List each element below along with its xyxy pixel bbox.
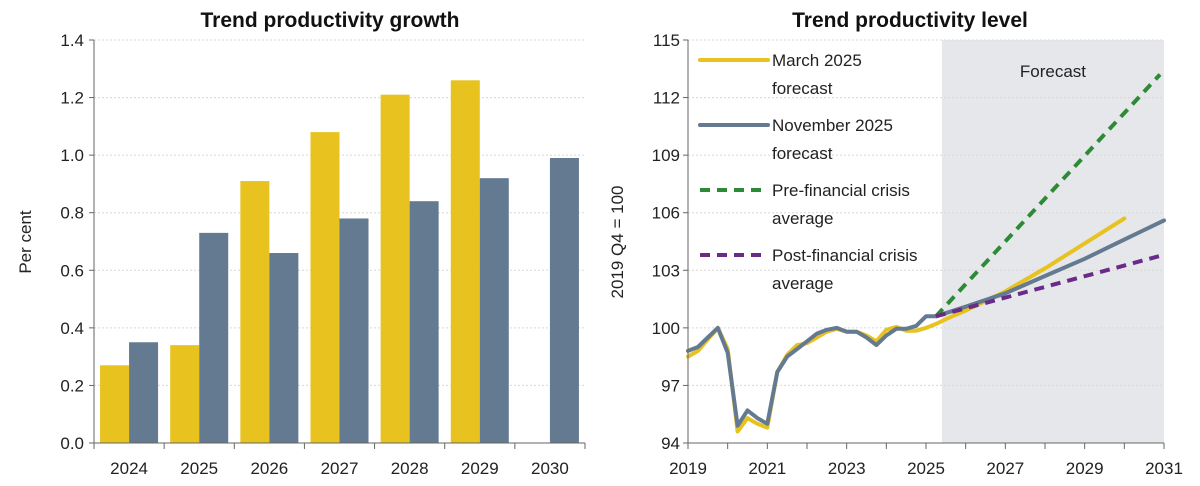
series-line-2: [934, 73, 1162, 318]
y-tick-label: 0.4: [60, 319, 84, 338]
x-tick-label: 2027: [321, 459, 359, 478]
series-line-3: [935, 253, 1161, 319]
y-tick-label: 1.0: [60, 146, 84, 165]
bar-2030-1: [549, 158, 579, 443]
x-tick-label: 2027: [986, 459, 1024, 478]
x-tick-label: 2029: [1066, 459, 1104, 478]
bar-2027-0: [310, 132, 340, 443]
chart-title: Trend productivity level: [792, 9, 1028, 32]
bar-2024-1: [129, 342, 159, 443]
bar-2028-0: [380, 94, 410, 443]
y-tick-label: 106: [652, 204, 680, 223]
x-tick-label: 2019: [669, 459, 707, 478]
y-tick-label: 103: [652, 261, 680, 280]
bar-2025-1: [199, 232, 229, 443]
chart-title: Trend productivity growth: [200, 9, 459, 32]
legend-label: November 2025: [772, 116, 893, 135]
y-tick-label: 0.0: [60, 434, 84, 453]
y-tick-label: 1.2: [60, 89, 84, 108]
y-tick-label: 94: [661, 434, 680, 453]
x-tick-label: 2025: [907, 459, 945, 478]
bar-2029-1: [479, 178, 509, 443]
bar-chart-growth: Trend productivity growth Per cent 0.0 0.…: [16, 9, 586, 478]
legend-label: March 2025: [772, 51, 862, 70]
y-tick-label: 97: [661, 376, 680, 395]
y-tick-label: 0.6: [60, 261, 84, 280]
bar-2029-0: [450, 80, 480, 444]
y-tick-label: 1.4: [60, 31, 84, 50]
x-tick-label: 2023: [828, 459, 866, 478]
bar-2026-1: [269, 253, 299, 443]
bar-2027-1: [339, 218, 369, 443]
bar-2028-1: [409, 201, 439, 443]
legend-label: forecast: [772, 144, 833, 163]
y-tick-label: 109: [652, 146, 680, 165]
y-tick-label: 100: [652, 319, 680, 338]
x-tick-label: 2024: [110, 459, 148, 478]
y-axis-label: Per cent: [16, 210, 35, 274]
legend-label: average: [772, 209, 833, 228]
forecast-label: Forecast: [1020, 62, 1086, 81]
bar-2025-0: [170, 345, 200, 443]
legend-label: Pre-financial crisis: [772, 181, 910, 200]
x-tick-label: 2026: [250, 459, 288, 478]
y-tick-label: 112: [653, 89, 680, 108]
legend-label: forecast: [772, 79, 833, 98]
y-tick-label: 0.2: [60, 376, 84, 395]
x-tick-label: 2029: [461, 459, 499, 478]
forecast-shading: [941, 40, 1164, 443]
y-axis-label: 2019 Q4 = 100: [608, 186, 627, 299]
bar-2024-0: [100, 365, 130, 443]
line-chart-level: Trend productivity level 2019 Q4 = 100 F…: [608, 9, 1183, 478]
x-tick-label: 2030: [531, 459, 569, 478]
x-tick-label: 2025: [180, 459, 218, 478]
legend-label: average: [772, 274, 833, 293]
bar-2026-0: [240, 181, 270, 444]
x-tick-label: 2031: [1145, 459, 1183, 478]
x-tick-label: 2028: [391, 459, 429, 478]
legend-label: Post-financial crisis: [772, 246, 918, 265]
x-tick-label: 2021: [748, 459, 786, 478]
y-tick-label: 0.8: [60, 204, 84, 223]
y-tick-label: 115: [653, 31, 680, 50]
